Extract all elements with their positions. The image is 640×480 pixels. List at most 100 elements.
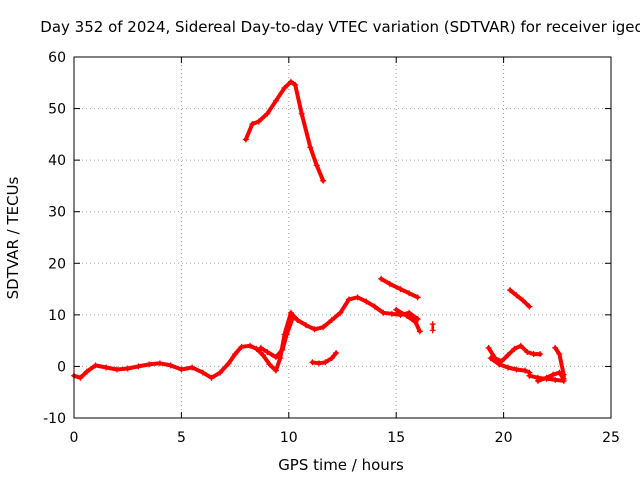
data-point xyxy=(513,366,520,373)
data-point xyxy=(292,81,299,88)
data-point xyxy=(560,375,567,382)
data-point xyxy=(337,309,344,316)
x-tick-label: 20 xyxy=(495,430,513,446)
data-point xyxy=(178,366,185,373)
data-point xyxy=(290,313,297,320)
data-point xyxy=(167,362,174,369)
data-point xyxy=(534,377,541,384)
series-line xyxy=(243,79,326,183)
x-tick-label: 10 xyxy=(280,430,298,446)
data-point xyxy=(320,324,327,331)
data-point xyxy=(287,78,294,85)
data-point xyxy=(277,355,284,362)
data-point xyxy=(113,366,120,373)
data-point xyxy=(485,344,492,351)
data-point xyxy=(519,297,526,304)
data-point xyxy=(309,359,316,366)
series-line xyxy=(72,295,420,380)
series-arc-7 xyxy=(429,321,436,334)
data-point xyxy=(315,360,322,367)
series-layer xyxy=(71,78,567,384)
data-point xyxy=(504,352,511,359)
data-point xyxy=(232,351,239,358)
series-arc-8 xyxy=(485,342,544,365)
data-point xyxy=(260,352,267,359)
chart-title: Day 352 of 2024, Sidereal Day-to-day VTE… xyxy=(40,18,640,36)
data-point xyxy=(322,359,329,366)
data-point xyxy=(249,121,256,128)
data-point xyxy=(429,327,436,334)
data-point xyxy=(354,294,361,301)
data-point xyxy=(77,374,84,381)
data-point xyxy=(393,306,400,313)
data-point xyxy=(257,344,264,351)
series-line xyxy=(258,314,296,360)
series-arc-11 xyxy=(526,344,567,384)
x-tick-label: 25 xyxy=(602,430,620,446)
data-point xyxy=(378,275,385,282)
y-axis: -10 0 10 20 30 40 50 60 xyxy=(43,50,611,427)
x-tick-label: 5 xyxy=(177,430,186,446)
series-arc-12 xyxy=(534,369,567,384)
data-point xyxy=(156,360,163,367)
data-point xyxy=(189,364,196,371)
series-line xyxy=(508,288,532,309)
data-point xyxy=(526,303,533,310)
data-point xyxy=(264,110,271,117)
data-point xyxy=(406,290,413,297)
data-point xyxy=(543,374,550,381)
y-tick-label: 20 xyxy=(48,256,66,272)
series-arc-6 xyxy=(393,306,423,335)
series-arc-2 xyxy=(242,78,327,184)
data-point xyxy=(556,369,563,376)
data-point xyxy=(416,328,423,335)
y-tick-label: 60 xyxy=(48,50,66,66)
data-point xyxy=(386,280,393,287)
data-point xyxy=(412,319,419,326)
data-point xyxy=(403,312,410,319)
data-point xyxy=(328,317,335,324)
data-point xyxy=(556,351,563,358)
data-point xyxy=(283,331,290,338)
data-point xyxy=(397,286,404,293)
data-point xyxy=(345,296,352,303)
data-point xyxy=(429,321,436,328)
series-line xyxy=(379,276,420,300)
data-point xyxy=(371,303,378,310)
y-tick-label: 50 xyxy=(48,102,66,118)
data-point xyxy=(507,287,514,294)
series-line xyxy=(394,307,422,334)
data-point xyxy=(253,345,260,352)
data-point xyxy=(530,351,537,358)
series-arc-3 xyxy=(257,313,297,361)
data-point xyxy=(242,136,249,143)
data-point xyxy=(279,346,286,353)
data-point xyxy=(255,118,262,125)
series-arc-4 xyxy=(309,350,340,367)
y-tick-label: 10 xyxy=(48,308,66,324)
data-point xyxy=(281,84,288,91)
y-tick-label: 30 xyxy=(48,205,66,221)
series-arc-10 xyxy=(507,287,533,310)
data-point xyxy=(272,97,279,104)
data-point xyxy=(552,376,559,383)
data-point xyxy=(266,361,273,368)
data-point xyxy=(92,362,99,369)
data-point xyxy=(124,365,131,372)
data-point xyxy=(294,317,301,324)
x-tick-label: 15 xyxy=(387,430,405,446)
data-point xyxy=(135,363,142,370)
data-point xyxy=(537,351,544,358)
data-point xyxy=(522,367,529,374)
data-point xyxy=(517,342,524,349)
data-point xyxy=(414,315,421,322)
data-point xyxy=(504,364,511,371)
data-point xyxy=(272,367,279,374)
data-point xyxy=(238,343,245,350)
plot-frame xyxy=(73,56,612,419)
data-point xyxy=(146,361,153,368)
data-point xyxy=(298,110,305,117)
y-axis-label: SDTVAR / TECUs xyxy=(4,176,22,299)
data-point xyxy=(217,369,224,376)
